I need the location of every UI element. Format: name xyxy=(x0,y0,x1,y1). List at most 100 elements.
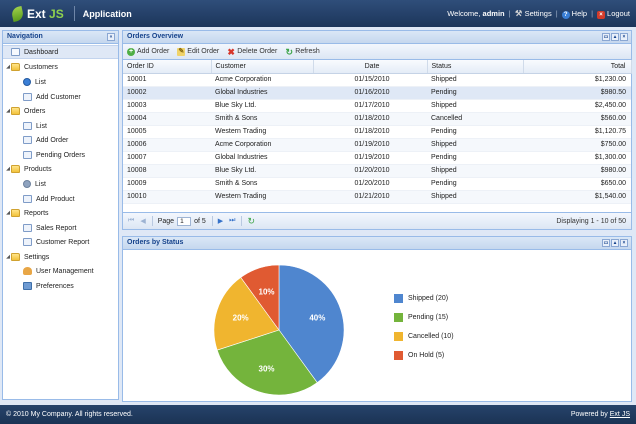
delete-order-button[interactable]: ✖ Delete Order xyxy=(227,46,277,57)
collapse-icon[interactable]: ▴ xyxy=(611,33,619,41)
add-order-button-label: Add Order xyxy=(137,48,170,55)
column-header-order-id[interactable]: Order ID xyxy=(123,60,212,74)
cell-customer: Blue Sky Ltd. xyxy=(211,164,313,178)
column-header-customer[interactable]: Customer xyxy=(211,60,314,74)
column-header-total[interactable]: Total xyxy=(523,60,632,74)
add-icon: + xyxy=(127,47,135,56)
refresh-icon[interactable]: ↻ xyxy=(247,215,255,226)
nav-item-label: Settings xyxy=(24,253,50,261)
table-row[interactable]: 10004 Smith & Sons 01/18/2010 Cancelled … xyxy=(123,112,631,126)
table-row[interactable]: 10006 Acme Corporation 01/19/2010 Shippe… xyxy=(123,138,631,152)
close-icon[interactable]: × xyxy=(620,239,628,247)
nav-item-label: Products xyxy=(24,165,52,173)
nav-item-label: Pending Orders xyxy=(36,151,86,159)
table-row[interactable]: 10005 Western Trading 01/18/2010 Pending… xyxy=(123,125,631,139)
nav-orders-folder[interactable]: ◢ Orders xyxy=(3,104,118,118)
table-row[interactable]: 10007 Global Industries 01/19/2010 Pendi… xyxy=(123,151,631,165)
cell-status: Shipped xyxy=(427,164,523,178)
nav-products-folder[interactable]: ◢ Products xyxy=(3,162,118,176)
cell-order-id: 10005 xyxy=(123,125,211,139)
nav-preferences[interactable]: Preferences xyxy=(3,279,118,293)
add-order-button[interactable]: + Add Order xyxy=(127,47,170,56)
last-page-icon[interactable]: ⏭ xyxy=(229,217,236,224)
close-icon[interactable]: × xyxy=(620,33,628,41)
first-page-icon[interactable]: ⏮ xyxy=(128,217,135,224)
chart-panel-header: Orders by Status ▭ ▴ × xyxy=(123,237,631,250)
refresh-button-label: Refresh xyxy=(295,48,320,55)
expanded-arrow-icon[interactable]: ◢ xyxy=(6,108,10,114)
expanded-arrow-icon[interactable]: ◢ xyxy=(6,254,10,260)
nav-item-label: List xyxy=(35,180,46,188)
extjs-link[interactable]: Ext JS xyxy=(609,411,630,418)
nav-settings-folder[interactable]: ◢ Settings xyxy=(3,250,118,264)
pager-separator xyxy=(241,216,243,226)
expanded-arrow-icon[interactable]: ◢ xyxy=(6,64,10,70)
table-row[interactable]: 10002 Global Industries 01/16/2010 Pendi… xyxy=(123,86,631,100)
table-row[interactable]: 10008 Blue Sky Ltd. 01/20/2010 Shipped $… xyxy=(123,164,631,178)
folder-icon xyxy=(11,209,20,217)
expanded-arrow-icon[interactable]: ◢ xyxy=(6,166,10,172)
cell-total: $2,450.00 xyxy=(523,99,631,113)
pie-slice-pending[interactable] xyxy=(216,329,318,396)
legend-item[interactable]: On Hold (5) xyxy=(394,346,454,365)
pin-icon[interactable]: ▭ xyxy=(602,33,610,41)
expanded-arrow-icon[interactable]: ◢ xyxy=(6,210,10,216)
legend-item[interactable]: Cancelled (10) xyxy=(394,327,454,346)
collapse-icon[interactable]: « xyxy=(107,33,115,41)
nav-products-list[interactable]: List xyxy=(3,177,118,191)
cell-date: 01/15/2010 xyxy=(313,73,427,87)
nav-orders-list[interactable]: List xyxy=(3,119,118,133)
nav-customer-report[interactable]: Customer Report xyxy=(3,235,118,249)
settings-link[interactable]: ⚒ Settings xyxy=(515,9,552,18)
collapse-icon[interactable]: ▴ xyxy=(611,239,619,247)
pie-slice-on-hold[interactable] xyxy=(240,264,280,331)
cell-date: 01/18/2010 xyxy=(313,125,427,139)
nav-reports-folder[interactable]: ◢ Reports xyxy=(3,206,118,220)
logout-icon: × xyxy=(597,10,606,19)
nav-pending-orders[interactable]: Pending Orders xyxy=(3,148,118,162)
column-header-date[interactable]: Date xyxy=(313,60,428,74)
page-number-input[interactable]: 1 xyxy=(177,216,192,226)
column-header-status[interactable]: Status xyxy=(427,60,524,74)
table-row[interactable]: 10009 Smith & Sons 01/20/2010 Pending $6… xyxy=(123,177,631,191)
edit-order-button[interactable]: ✎ Edit Order xyxy=(177,47,219,56)
username: admin xyxy=(482,9,505,18)
pie-slice-cancelled[interactable] xyxy=(213,276,280,351)
previous-page-icon[interactable]: ◀ xyxy=(140,218,146,225)
folder-icon xyxy=(11,253,20,261)
orders-toolbar: + Add Order ✎ Edit Order ✖ Delete Order ↻ Re… xyxy=(123,44,631,60)
legend-item[interactable]: Pending (15) xyxy=(394,308,454,327)
table-row[interactable]: 10003 Blue Sky Ltd. 01/17/2010 Shipped $… xyxy=(123,99,631,113)
nav-item-label: Reports xyxy=(24,209,49,217)
table-row[interactable]: 10010 Western Trading 01/21/2010 Shipped… xyxy=(123,190,631,204)
pin-icon[interactable]: ▭ xyxy=(602,239,610,247)
delete-icon: ✖ xyxy=(227,46,235,57)
nav-add-product[interactable]: Add Product xyxy=(3,192,118,206)
next-page-icon[interactable]: ▶ xyxy=(217,218,224,225)
cell-date: 01/20/2010 xyxy=(313,177,427,191)
legend-item[interactable]: Shipped (20) xyxy=(394,289,454,308)
nav-add-customer[interactable]: Add Customer xyxy=(3,90,118,104)
pie-slice-label: 30% xyxy=(259,364,275,373)
nav-sales-report[interactable]: Sales Report xyxy=(3,221,118,235)
gear-icon xyxy=(23,180,31,188)
nav-add-order[interactable]: Add Order xyxy=(3,133,118,147)
powered-by-text: Powered by xyxy=(570,411,608,418)
nav-user-management[interactable]: User Management xyxy=(3,264,118,278)
legend-label: Pending (15) xyxy=(408,314,449,321)
nav-customers-folder[interactable]: ◢ Customers xyxy=(3,60,118,74)
nav-dashboard[interactable]: Dashboard xyxy=(3,45,118,59)
nav-item-label: Dashboard xyxy=(24,48,59,56)
logout-link[interactable]: × Logout xyxy=(597,9,630,19)
table-row[interactable]: 10001 Acme Corporation 01/15/2010 Shippe… xyxy=(123,73,631,87)
pie-slice-shipped[interactable] xyxy=(278,264,345,384)
cell-customer: Smith & Sons xyxy=(211,112,313,126)
nav-customers-list[interactable]: List xyxy=(3,75,118,89)
refresh-button[interactable]: ↻ Refresh xyxy=(285,47,320,56)
help-link[interactable]: ? Help xyxy=(561,9,587,19)
panel-tools: ▭ ▴ × xyxy=(602,239,628,247)
orders-grid: Order ID Customer Date Status Total 1000… xyxy=(123,60,632,204)
cell-order-id: 10006 xyxy=(123,138,211,152)
grid-header-row: Order ID Customer Date Status Total xyxy=(123,60,632,74)
header-separator: | xyxy=(508,9,511,18)
